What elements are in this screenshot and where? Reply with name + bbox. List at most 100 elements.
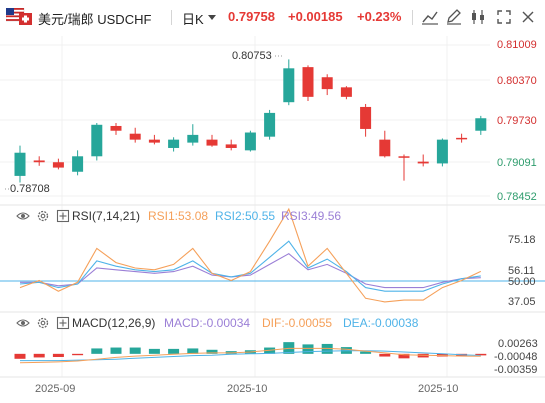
rsi2-value: RSI2:50.55 bbox=[215, 209, 276, 223]
rsi-axis: 75.18 56.11 50.00 37.05 bbox=[508, 234, 536, 308]
gear-icon[interactable] bbox=[36, 209, 50, 223]
divider bbox=[171, 10, 172, 25]
rsi-tick: 50.00 bbox=[508, 276, 536, 288]
macd-bar bbox=[33, 353, 45, 358]
macd-bar bbox=[379, 353, 391, 357]
price-tick: 0.80370 bbox=[497, 75, 537, 87]
candle-up bbox=[187, 134, 199, 143]
price-tick: 0.79730 bbox=[497, 115, 537, 127]
candle-down bbox=[33, 160, 45, 163]
candle-up bbox=[283, 68, 295, 103]
price-change-percent: +0.23% bbox=[357, 9, 402, 24]
rsi1-value: RSI1:53.08 bbox=[148, 209, 209, 223]
macd-bar bbox=[148, 348, 160, 354]
candle-down bbox=[225, 144, 237, 148]
time-axis: 2025-09 2025-10 2025-10 bbox=[35, 383, 458, 395]
macd-value: MACD:-0.00034 bbox=[164, 316, 251, 330]
macd-bar bbox=[187, 348, 199, 354]
macd-series bbox=[14, 342, 487, 364]
candle-down bbox=[417, 161, 429, 164]
macd-bar bbox=[168, 348, 180, 354]
dea-value: DEA:-0.00038 bbox=[343, 316, 419, 330]
macd-bar bbox=[475, 353, 487, 356]
macd-axis: 0.00263 -0.00048 -0.00359 bbox=[494, 338, 538, 376]
chevron-down-icon[interactable] bbox=[208, 15, 216, 20]
symbol-code: USDCHF bbox=[97, 12, 152, 27]
candle-down bbox=[148, 139, 160, 143]
macd-tick: 0.00263 bbox=[498, 338, 538, 350]
candle-up bbox=[91, 124, 103, 157]
eye-icon[interactable] bbox=[16, 209, 30, 223]
candle-down bbox=[206, 139, 218, 146]
candle-down bbox=[110, 125, 122, 131]
dif-value: DIF:-0.00055 bbox=[262, 316, 333, 330]
macd-tick: -0.00359 bbox=[494, 364, 537, 376]
candle-down bbox=[302, 67, 314, 97]
last-price: 0.79758 bbox=[228, 9, 275, 24]
candle-up bbox=[475, 118, 487, 131]
macd-dif-line bbox=[19, 347, 481, 364]
price-change: +0.00185 bbox=[288, 9, 343, 24]
top-toolbar: 美元/瑞郎 USDCHF 日K 0.79758 +0.00185 +0.23% bbox=[0, 0, 545, 34]
candle-up bbox=[14, 152, 26, 176]
candle-down bbox=[360, 106, 372, 129]
macd-bar bbox=[302, 344, 314, 354]
rsi3-value: RSI3:49.56 bbox=[281, 209, 342, 223]
candle-down bbox=[52, 162, 64, 168]
price-axis: 0.81009 0.80370 0.79730 0.79091 0.78452 bbox=[497, 39, 537, 203]
macd-bar bbox=[14, 353, 26, 359]
macd-bar bbox=[72, 353, 84, 356]
candle-down bbox=[340, 87, 352, 97]
macd-bar bbox=[206, 349, 218, 354]
macd-bar bbox=[360, 351, 372, 354]
high-price-label: 0.80753 bbox=[232, 50, 272, 62]
gear-icon[interactable] bbox=[36, 316, 50, 330]
rsi2-line bbox=[19, 240, 481, 292]
candle-down bbox=[321, 77, 333, 90]
close-icon[interactable] bbox=[518, 8, 538, 26]
macd-bar bbox=[398, 353, 410, 359]
candle-up bbox=[264, 112, 276, 137]
rsi-series bbox=[19, 207, 482, 303]
macd-bar bbox=[52, 353, 64, 357]
macd-bar bbox=[91, 348, 103, 354]
macd-tick: -0.00048 bbox=[494, 351, 537, 363]
rsi-tick: 56.11 bbox=[508, 265, 535, 277]
time-label: 2025-09 bbox=[35, 383, 75, 395]
draw-pen-icon[interactable] bbox=[444, 8, 464, 26]
rsi1-line bbox=[19, 207, 482, 303]
candle-down bbox=[379, 139, 391, 157]
candle-down bbox=[456, 137, 468, 140]
pair-name: 美元/瑞郎 bbox=[38, 12, 94, 27]
macd-bar bbox=[129, 347, 141, 354]
indicator-toggle-icon[interactable] bbox=[56, 209, 70, 223]
candlestick-type-icon[interactable] bbox=[468, 8, 488, 26]
macd-bar bbox=[110, 347, 122, 354]
line-chart-icon[interactable] bbox=[420, 8, 440, 26]
rsi-title: RSI(7,14,21) bbox=[72, 209, 141, 223]
price-tick: 0.78452 bbox=[497, 191, 537, 203]
price-tick: 0.81009 bbox=[497, 39, 537, 51]
candle-up bbox=[436, 139, 448, 164]
grid-lines bbox=[0, 36, 490, 377]
low-price-label: 0.78708 bbox=[10, 183, 50, 195]
eye-icon[interactable] bbox=[16, 316, 30, 330]
candle-down bbox=[398, 156, 410, 158]
macd-title: MACD(12,26,9) bbox=[72, 316, 156, 330]
fullscreen-icon[interactable] bbox=[494, 8, 514, 26]
candlestick-series bbox=[14, 59, 487, 183]
time-label: 2025-10 bbox=[227, 383, 267, 395]
symbol-name[interactable]: 美元/瑞郎 USDCHF bbox=[38, 9, 151, 28]
rsi-tick: 37.05 bbox=[508, 296, 536, 308]
timeframe-selector[interactable]: 日K bbox=[182, 12, 204, 27]
usd-chf-flag-icon bbox=[5, 7, 34, 25]
rsi3-line bbox=[20, 253, 481, 289]
candle-up bbox=[72, 156, 84, 172]
candle-down bbox=[129, 133, 141, 140]
time-label: 2025-10 bbox=[418, 383, 458, 395]
divider bbox=[412, 10, 413, 25]
candle-up bbox=[168, 139, 180, 148]
candle-up bbox=[244, 132, 256, 151]
indicator-toggle-icon[interactable] bbox=[56, 316, 70, 330]
